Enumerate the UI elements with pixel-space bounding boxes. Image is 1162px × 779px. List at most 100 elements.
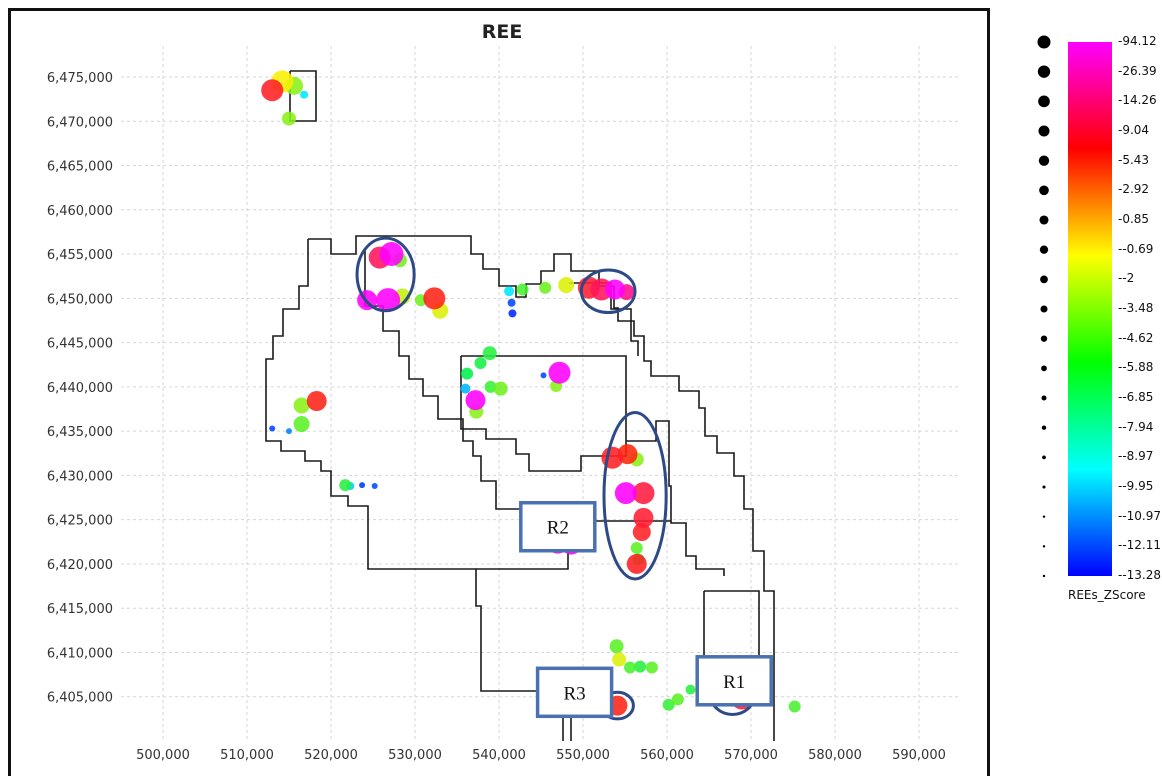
legend-label: -14.26 xyxy=(1118,93,1157,108)
legend-size-marker xyxy=(1039,185,1049,196)
legend-label: --3.48 xyxy=(1118,301,1154,315)
sample-point xyxy=(282,111,296,126)
sample-point xyxy=(604,279,625,300)
region-label: R3 xyxy=(564,683,586,704)
legend-size-marker xyxy=(1040,305,1048,313)
x-tick-label: 590,000 xyxy=(892,748,946,763)
sample-point xyxy=(423,287,446,310)
legend-label: --5.88 xyxy=(1118,360,1154,375)
boundary-line xyxy=(364,249,569,570)
y-tick-label: 6,455,000 xyxy=(47,248,113,263)
y-tick-label: 6,435,000 xyxy=(47,425,113,440)
y-tick-label: 6,445,000 xyxy=(47,337,113,352)
highlight-ellipse xyxy=(579,268,637,314)
legend-label: --12.11 xyxy=(1118,538,1162,553)
legend-size-marker xyxy=(1040,335,1048,342)
sample-point xyxy=(614,482,637,505)
y-tick-label: 6,410,000 xyxy=(47,646,113,661)
legend-size-marker xyxy=(1041,395,1047,401)
boundary-line xyxy=(289,70,317,122)
color-legend: -94.12 -26.39 -14.26 -9.04 -5.43 -2.92 -0.85 --… xyxy=(1030,30,1162,610)
legend-size-marker xyxy=(1042,515,1046,518)
y-tick-label: 6,450,000 xyxy=(47,292,113,307)
sample-point xyxy=(461,367,474,380)
sample-point xyxy=(379,242,404,267)
map-plot[interactable]: 500,000 510,000 520,000 530,000 540,000 550,0… xyxy=(11,11,987,779)
sample-point xyxy=(306,391,327,412)
x-tick-label: 570,000 xyxy=(724,748,778,763)
highlight-ellipse xyxy=(602,411,668,581)
legend-label: --2 xyxy=(1118,271,1135,286)
y-tick-label: 6,415,000 xyxy=(47,602,113,617)
y-tick-label: 6,470,000 xyxy=(47,115,113,130)
sample-point xyxy=(671,693,684,706)
legend-label: --6.85 xyxy=(1118,390,1154,404)
legend-label: --9.95 xyxy=(1118,479,1154,493)
legend-label: --4.62 xyxy=(1118,330,1154,345)
boundary-line xyxy=(265,239,564,741)
legend-label: --7.94 xyxy=(1118,419,1154,434)
legend-label: -26.39 xyxy=(1118,63,1157,78)
legend-size-marker xyxy=(1042,485,1046,489)
legend-size-marker xyxy=(1038,155,1050,166)
x-tick-label: 510,000 xyxy=(220,748,274,763)
region-label: R2 xyxy=(547,518,569,539)
sample-point xyxy=(632,523,651,542)
legend-size-marker xyxy=(1041,365,1047,372)
legend-size-marker xyxy=(1037,35,1051,49)
sample-point xyxy=(539,281,552,294)
region-box xyxy=(535,666,614,719)
sample-point xyxy=(300,90,309,99)
sample-point xyxy=(558,277,575,294)
sample-point xyxy=(685,684,696,695)
map-title: REE xyxy=(481,21,523,43)
region-box xyxy=(695,655,773,707)
legend-caption: REEs_ZScore xyxy=(1068,588,1146,602)
sample-point xyxy=(630,541,643,554)
grid-lines xyxy=(121,46,961,741)
sample-point xyxy=(261,79,284,102)
plot-area xyxy=(121,46,961,741)
x-tick-label: 540,000 xyxy=(472,748,526,763)
sample-point xyxy=(359,482,366,489)
highlight-ellipse xyxy=(355,236,416,313)
sample-point xyxy=(645,661,658,674)
sample-point xyxy=(612,652,627,667)
legend-label: --0.69 xyxy=(1118,241,1154,256)
region-box xyxy=(519,500,597,553)
map-frame: 500,000 510,000 520,000 530,000 540,000 550,0… xyxy=(8,8,990,776)
legend-size-marker xyxy=(1042,455,1046,460)
sample-point xyxy=(516,283,529,296)
x-tick-label: 530,000 xyxy=(388,748,442,763)
x-tick-label: 550,000 xyxy=(556,748,610,763)
legend-size-marker xyxy=(1040,275,1048,284)
legend-label: -5.43 xyxy=(1118,152,1150,167)
y-tick-label: 6,465,000 xyxy=(47,160,113,175)
sample-point xyxy=(624,661,637,674)
sample-point xyxy=(626,553,647,574)
boundary-line xyxy=(308,235,775,741)
legend-label: -94.12 xyxy=(1118,34,1157,48)
sample-point xyxy=(633,507,654,528)
y-tick-label: 6,430,000 xyxy=(47,469,113,484)
y-tick-label: 6,405,000 xyxy=(47,691,113,706)
legend-label: -2.92 xyxy=(1118,182,1150,197)
sample-point xyxy=(465,390,486,411)
sample-point xyxy=(293,397,310,414)
sample-point xyxy=(609,639,624,654)
y-tick-label: 6,425,000 xyxy=(47,514,113,529)
legend-label: -0.85 xyxy=(1118,212,1150,226)
y-tick-label: 6,475,000 xyxy=(47,71,113,86)
x-tick-label: 520,000 xyxy=(304,748,358,763)
legend-label: --10.97 xyxy=(1118,508,1162,523)
legend-size-marker xyxy=(1037,65,1051,78)
region-labels: R1 R2 R3 xyxy=(519,500,773,719)
sample-point xyxy=(371,483,378,490)
sample-point xyxy=(293,416,310,433)
sample-point xyxy=(493,381,508,396)
legend-label: -9.04 xyxy=(1118,123,1150,137)
legend-size-marker xyxy=(1041,425,1047,430)
sample-point xyxy=(508,309,517,318)
y-tick-label: 6,460,000 xyxy=(47,204,113,219)
sample-point xyxy=(634,660,647,673)
